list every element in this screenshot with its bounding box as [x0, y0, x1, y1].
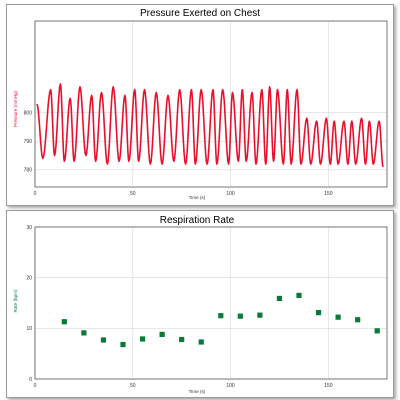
- respiration-data-point: [61, 319, 67, 325]
- pressure-x-tick-label: 0: [34, 191, 37, 197]
- respiration-data-point: [296, 292, 302, 298]
- pressure-y-tick-label: 780: [24, 168, 33, 174]
- pressure-y-axis-label: Pressure (mmHg): [13, 90, 18, 127]
- respiration-data-point: [100, 337, 107, 343]
- respiration-x-tick-label: 100: [226, 383, 235, 389]
- pressure-x-tick-label: 150: [324, 191, 333, 197]
- respiration-data-point: [355, 317, 361, 323]
- respiration-chart-title: Respiration Rate: [160, 215, 235, 226]
- respiration-plot-frame: [34, 226, 388, 380]
- respiration-chart: Respiration Rate Time (s) Rate (bpm) 0 50…: [13, 215, 388, 394]
- respiration-x-tick-label: 50: [130, 383, 136, 389]
- respiration-data-point: [179, 336, 185, 343]
- respiration-data-point: [198, 339, 204, 345]
- pressure-series-line: [36, 83, 384, 168]
- pressure-y-tick-label: 790: [24, 139, 33, 145]
- respiration-data-point: [139, 336, 146, 342]
- respiration-x-axis-label: Time (s): [189, 389, 206, 394]
- pressure-chart-panel: Pressure Exerted on Chest Time (s) Press…: [6, 4, 394, 206]
- pressure-series: [36, 83, 384, 168]
- respiration-x-tick-label: 150: [324, 383, 333, 389]
- respiration-y-tick-label: 30: [26, 225, 32, 231]
- respiration-y-tick-label: 20: [26, 275, 32, 281]
- respiration-data-point: [374, 328, 380, 334]
- pressure-x-tick-label: 100: [226, 191, 235, 197]
- respiration-x-tick-label: 0: [34, 383, 37, 389]
- respiration-data-point: [257, 312, 263, 318]
- respiration-data-point: [276, 295, 283, 302]
- respiration-data-point: [335, 314, 341, 320]
- respiration-series: [61, 292, 380, 348]
- respiration-data-point: [81, 330, 87, 336]
- respiration-y-axis-label: Rate (bpm): [13, 289, 18, 312]
- respiration-data-point: [237, 313, 243, 319]
- respiration-y-tick-label: 0: [29, 377, 32, 383]
- pressure-tick-labels: 0 50 100 150 780 790 800: [24, 110, 333, 197]
- pressure-x-tick-label: 50: [130, 191, 136, 197]
- pressure-chart-title: Pressure Exerted on Chest: [140, 8, 260, 19]
- pressure-y-tick-label: 800: [24, 110, 33, 116]
- pressure-x-axis-label: Time (s): [189, 195, 206, 200]
- respiration-data-point: [120, 341, 126, 348]
- respiration-chart-panel: Respiration Rate Time (s) Rate (bpm) 0 50…: [6, 210, 394, 398]
- pressure-chart: Pressure Exerted on Chest Time (s) Press…: [13, 8, 388, 200]
- respiration-data-point: [159, 331, 165, 338]
- respiration-gridlines: [34, 226, 387, 380]
- respiration-tick-labels: 0 50 100 150 0 10 20 30: [26, 225, 332, 389]
- respiration-data-point: [218, 313, 224, 319]
- respiration-y-tick-label: 10: [26, 326, 32, 332]
- pressure-plot-frame: [34, 20, 388, 188]
- respiration-data-point: [315, 310, 322, 316]
